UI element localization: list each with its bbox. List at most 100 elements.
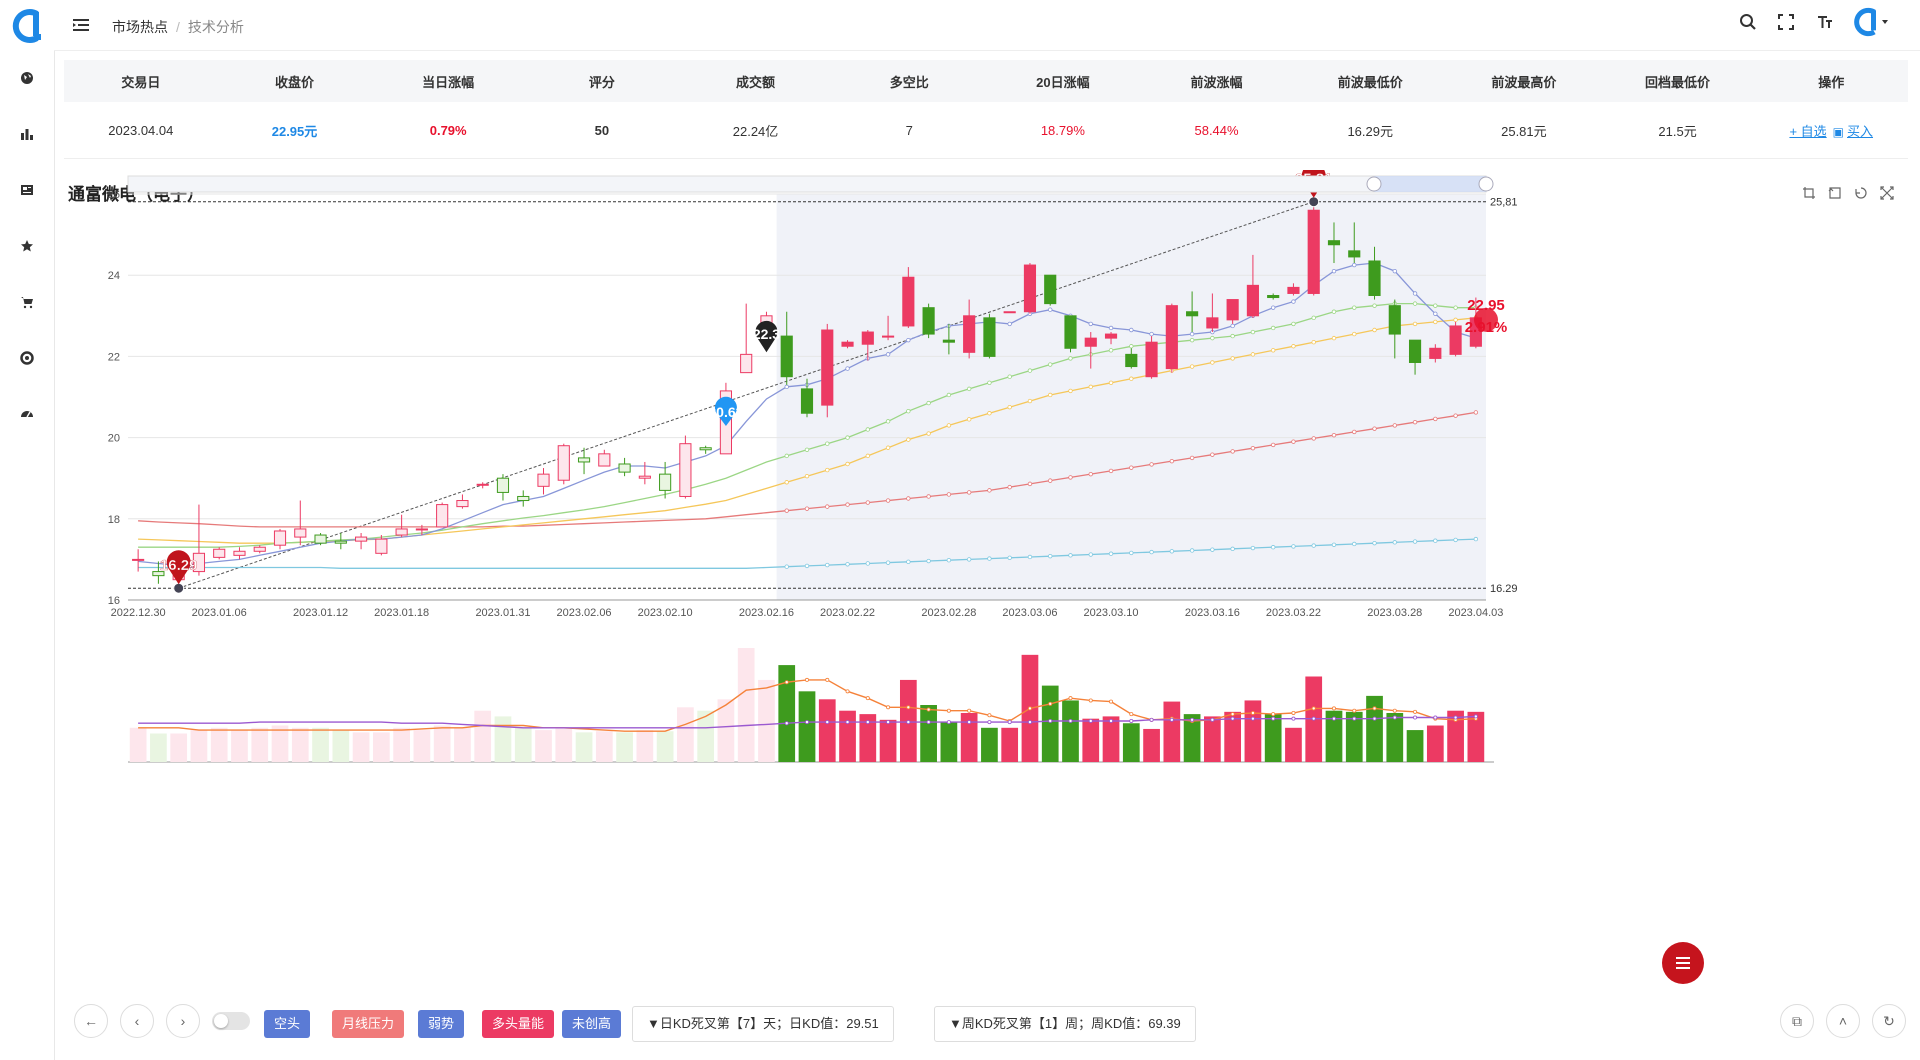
volume-ma-line-point xyxy=(1433,715,1438,720)
candle-body xyxy=(577,457,591,463)
ma250-line-point xyxy=(1149,549,1154,555)
ma250-line-point xyxy=(1129,550,1134,556)
volume-ma5-line-point xyxy=(946,708,951,713)
chevron-down-icon xyxy=(1882,20,1888,24)
ma18-line-point xyxy=(1189,337,1195,343)
volume-bar xyxy=(818,699,836,762)
tag-weak[interactable]: 弱势 xyxy=(418,1010,465,1038)
col-header: 回档最低价 xyxy=(1645,74,1711,90)
back-arrow-icon[interactable]: ← xyxy=(74,1004,108,1038)
ma31-line-point xyxy=(1007,404,1012,410)
wave-high: 25.81元 xyxy=(1501,123,1547,139)
candle-body xyxy=(1327,240,1341,246)
tag-long-volume[interactable]: 多头量能 xyxy=(482,1010,555,1038)
tag-monthly-pressure[interactable]: 月线压力 xyxy=(332,1010,405,1038)
volume-bar xyxy=(1386,712,1404,762)
candle-body xyxy=(963,315,976,353)
trade-date: 2023.04.04 xyxy=(108,122,174,138)
candle-body xyxy=(253,546,266,552)
cart-icon[interactable] xyxy=(13,288,41,316)
volume-ma5-line-point xyxy=(865,696,870,701)
refresh-icon[interactable]: ↻ xyxy=(1872,1004,1906,1038)
menu-toggle-icon[interactable] xyxy=(70,14,92,36)
ma5-line-point xyxy=(906,337,911,343)
volume-bar xyxy=(555,727,573,762)
buy-link[interactable]: 买入 xyxy=(1847,123,1874,139)
volume-ma-line-point xyxy=(1392,715,1397,720)
breadcrumb-item-market[interactable]: 市场热点 xyxy=(112,19,168,35)
star-icon[interactable] xyxy=(13,232,41,260)
ma250-line-point xyxy=(1210,547,1215,552)
volume-bar xyxy=(697,710,715,762)
next-icon[interactable]: › xyxy=(166,1004,200,1038)
ma5-line-point xyxy=(1392,268,1397,274)
ma5-line-point xyxy=(1129,327,1134,333)
ma31-line-point xyxy=(1068,388,1073,394)
search-icon[interactable] xyxy=(1736,10,1760,34)
add-watchlist-link[interactable]: + 自选 xyxy=(1789,123,1827,139)
ma31-line-point xyxy=(1352,331,1357,337)
zoom-reset-icon[interactable] xyxy=(1826,184,1844,202)
breadcrumb-item-technical: 技术分析 xyxy=(187,19,244,35)
ma5-line-point xyxy=(1230,323,1235,329)
candle-body xyxy=(537,473,550,487)
low-marker-label: 16.29 xyxy=(160,557,198,574)
candle-body xyxy=(1165,305,1178,370)
bar-chart-icon[interactable] xyxy=(13,120,41,148)
candle-body xyxy=(882,335,895,338)
volume-bar xyxy=(656,731,674,762)
y-tick-label: 22 xyxy=(108,351,120,363)
ma31-line-point xyxy=(1270,348,1276,353)
prev-icon[interactable]: ‹ xyxy=(120,1004,154,1038)
restore-icon[interactable] xyxy=(1852,184,1870,202)
ma63-line-point xyxy=(804,506,810,511)
weekly-kd-info: ▼周KD死叉第【1】周；周KD值：69.39 xyxy=(934,1006,1196,1042)
dashboard-icon[interactable] xyxy=(13,400,41,428)
ma63-line-point xyxy=(1291,439,1296,444)
kline-chart-svg[interactable]: 16 18 20 22 24 26 2022.12.30 2023.01.06 2023.01.… xyxy=(54,154,1920,970)
ma18-line-point xyxy=(1108,348,1114,353)
zoom-select-icon[interactable] xyxy=(1800,184,1818,202)
font-size-icon[interactable] xyxy=(1812,10,1836,34)
x-tick-label: 2022.12.30 xyxy=(111,607,166,619)
ma63-line-point xyxy=(1433,416,1438,422)
globe-icon[interactable] xyxy=(13,64,41,92)
x-tick-label: 2023.02.06 xyxy=(557,607,612,619)
ma5-line-point xyxy=(1149,331,1154,337)
ma250-line-point xyxy=(1088,552,1093,557)
news-icon[interactable] xyxy=(13,176,41,204)
volume-ma5-line-point xyxy=(1271,712,1276,717)
app-logo[interactable] xyxy=(9,8,45,44)
ma5-line-point xyxy=(784,384,789,390)
ma63-line-point xyxy=(1210,452,1215,457)
menu-fab-button[interactable] xyxy=(1662,942,1704,984)
lifebuoy-icon[interactable] xyxy=(13,344,41,372)
low-marker-pin xyxy=(166,550,191,585)
fullscreen-icon[interactable] xyxy=(1774,10,1798,34)
ma31-line-point xyxy=(966,417,972,422)
candle-body xyxy=(598,453,611,467)
volume-bar xyxy=(920,705,937,762)
tag-short[interactable]: 空头 xyxy=(264,1010,311,1038)
ma31-line-point xyxy=(1311,339,1316,345)
ma250-line-point xyxy=(1412,539,1418,544)
toggle-switch[interactable] xyxy=(212,1012,250,1030)
user-avatar[interactable] xyxy=(1850,7,1890,37)
volume-bar xyxy=(1122,723,1140,762)
ma5-line-point xyxy=(1412,291,1418,296)
ma31-line-point xyxy=(885,445,891,450)
x-tick-label: 2023.01.18 xyxy=(374,607,429,619)
ma18-line-point xyxy=(885,419,891,424)
candle-body xyxy=(152,571,165,577)
ma250-line-point xyxy=(784,564,789,569)
volume-ma-line-point xyxy=(946,720,951,725)
volume-ma-line-point xyxy=(1129,718,1134,723)
ma250-line-point xyxy=(1453,537,1458,543)
stock-chart[interactable]: 16 18 20 22 24 26 2022.12.30 2023.01.06 2023.01.… xyxy=(54,154,1920,970)
copy-icon[interactable]: ⧉ xyxy=(1780,1004,1814,1038)
scroll-top-icon[interactable]: ˄ xyxy=(1826,1004,1860,1038)
ma63-line-point xyxy=(825,504,830,509)
expand-icon[interactable] xyxy=(1878,184,1896,202)
tag-no-new-high[interactable]: 未创高 xyxy=(562,1010,622,1038)
ma250-line-point xyxy=(987,556,992,561)
